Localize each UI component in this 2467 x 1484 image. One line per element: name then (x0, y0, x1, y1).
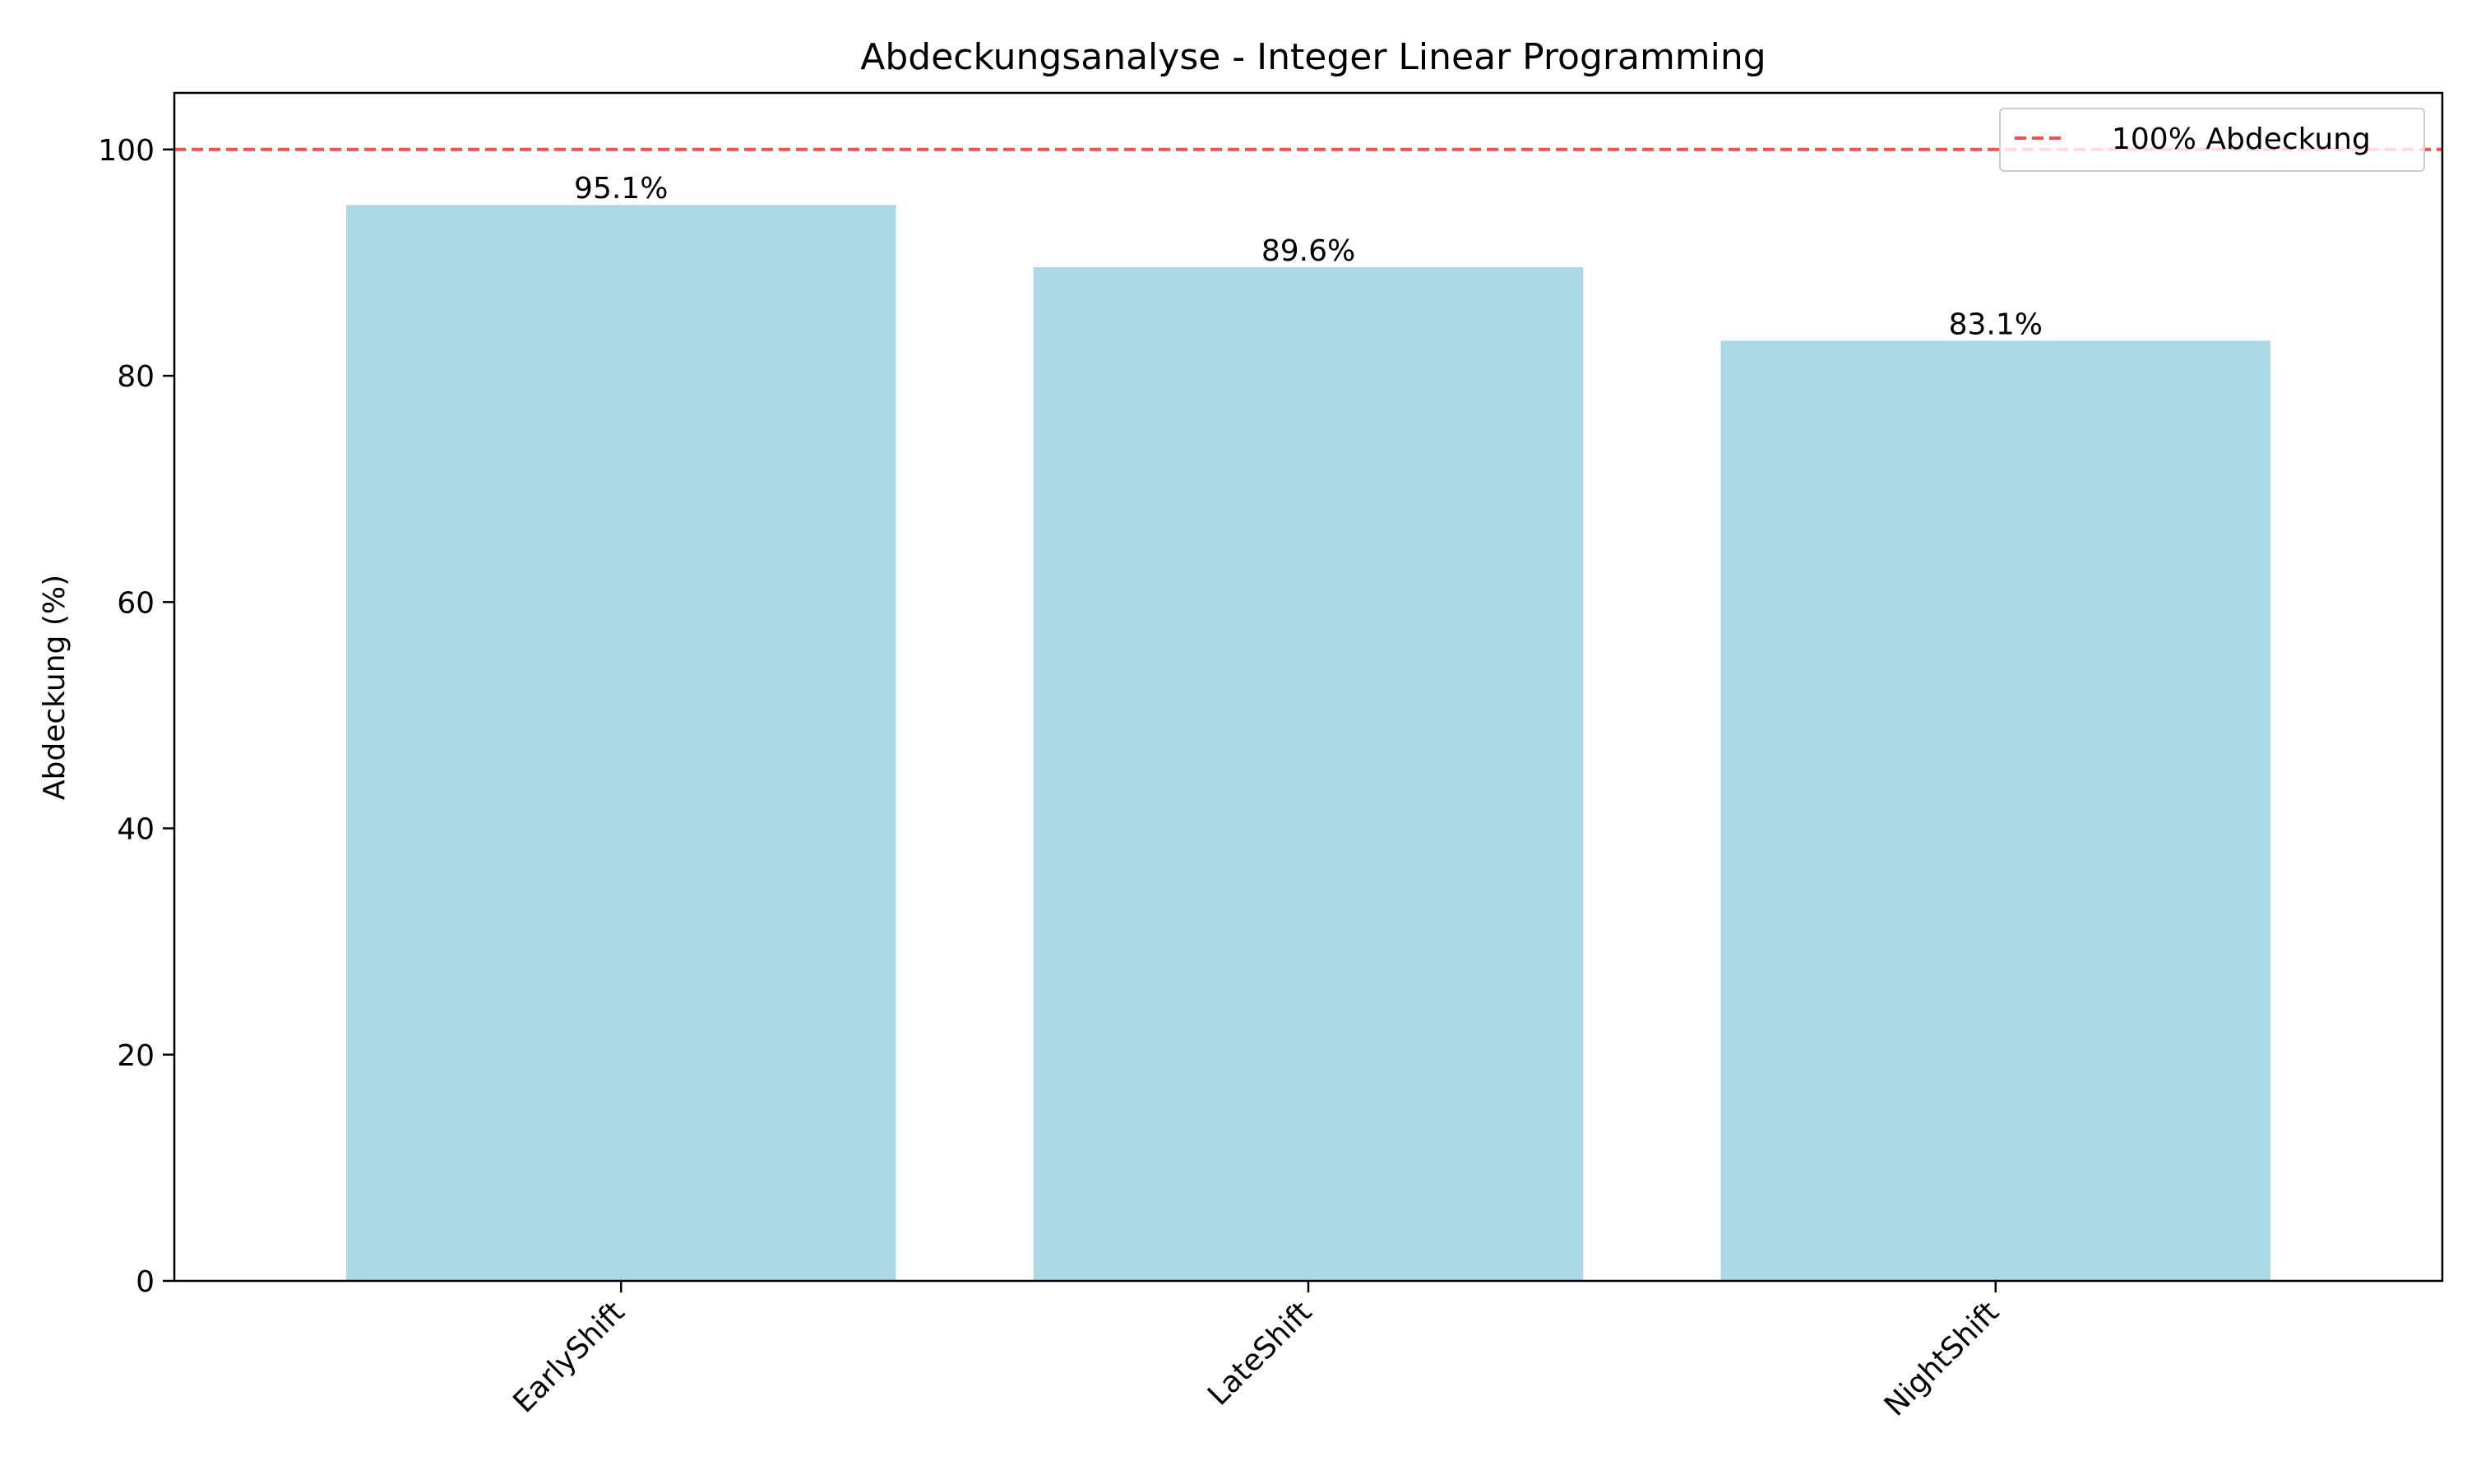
bars-group (345, 205, 2271, 1281)
y-tick-label: 80 (117, 360, 155, 394)
bar-value-label: 83.1% (1949, 307, 2043, 341)
x-tick-label: NightShift (1878, 1295, 2006, 1422)
x-tick-label: EarlyShift (507, 1295, 631, 1419)
legend: 100% Abdeckung (1999, 108, 2425, 172)
legend-entry-label: 100% Abdeckung (2112, 123, 2371, 156)
x-tick-label: LateShift (1201, 1295, 1318, 1412)
chart-title: Abdeckungsanalyse - Integer Linear Progr… (860, 36, 1766, 78)
bar-nightshift (1720, 340, 2271, 1281)
bar-earlyshift (345, 205, 896, 1281)
y-tick-label: 40 (117, 813, 155, 847)
x-axis-ticks: EarlyShift LateShift NightShift (507, 1281, 2006, 1423)
y-tick-label: 100 (98, 134, 155, 168)
y-axis-ticks: 0 20 40 60 80 100 (98, 134, 174, 1299)
bar-lateshift (1033, 266, 1584, 1281)
y-axis-label: Abdeckung (%) (38, 575, 72, 800)
legend-box (1999, 108, 2425, 172)
y-tick-label: 0 (136, 1265, 155, 1299)
y-tick-label: 60 (117, 586, 155, 620)
bar-labels-group: 95.1% 89.6% 83.1% (574, 172, 2043, 341)
bar-value-label: 95.1% (574, 172, 668, 206)
bar-value-label: 89.6% (1261, 234, 1355, 268)
y-tick-label: 20 (117, 1039, 155, 1073)
plot-frame (173, 91, 2444, 1283)
